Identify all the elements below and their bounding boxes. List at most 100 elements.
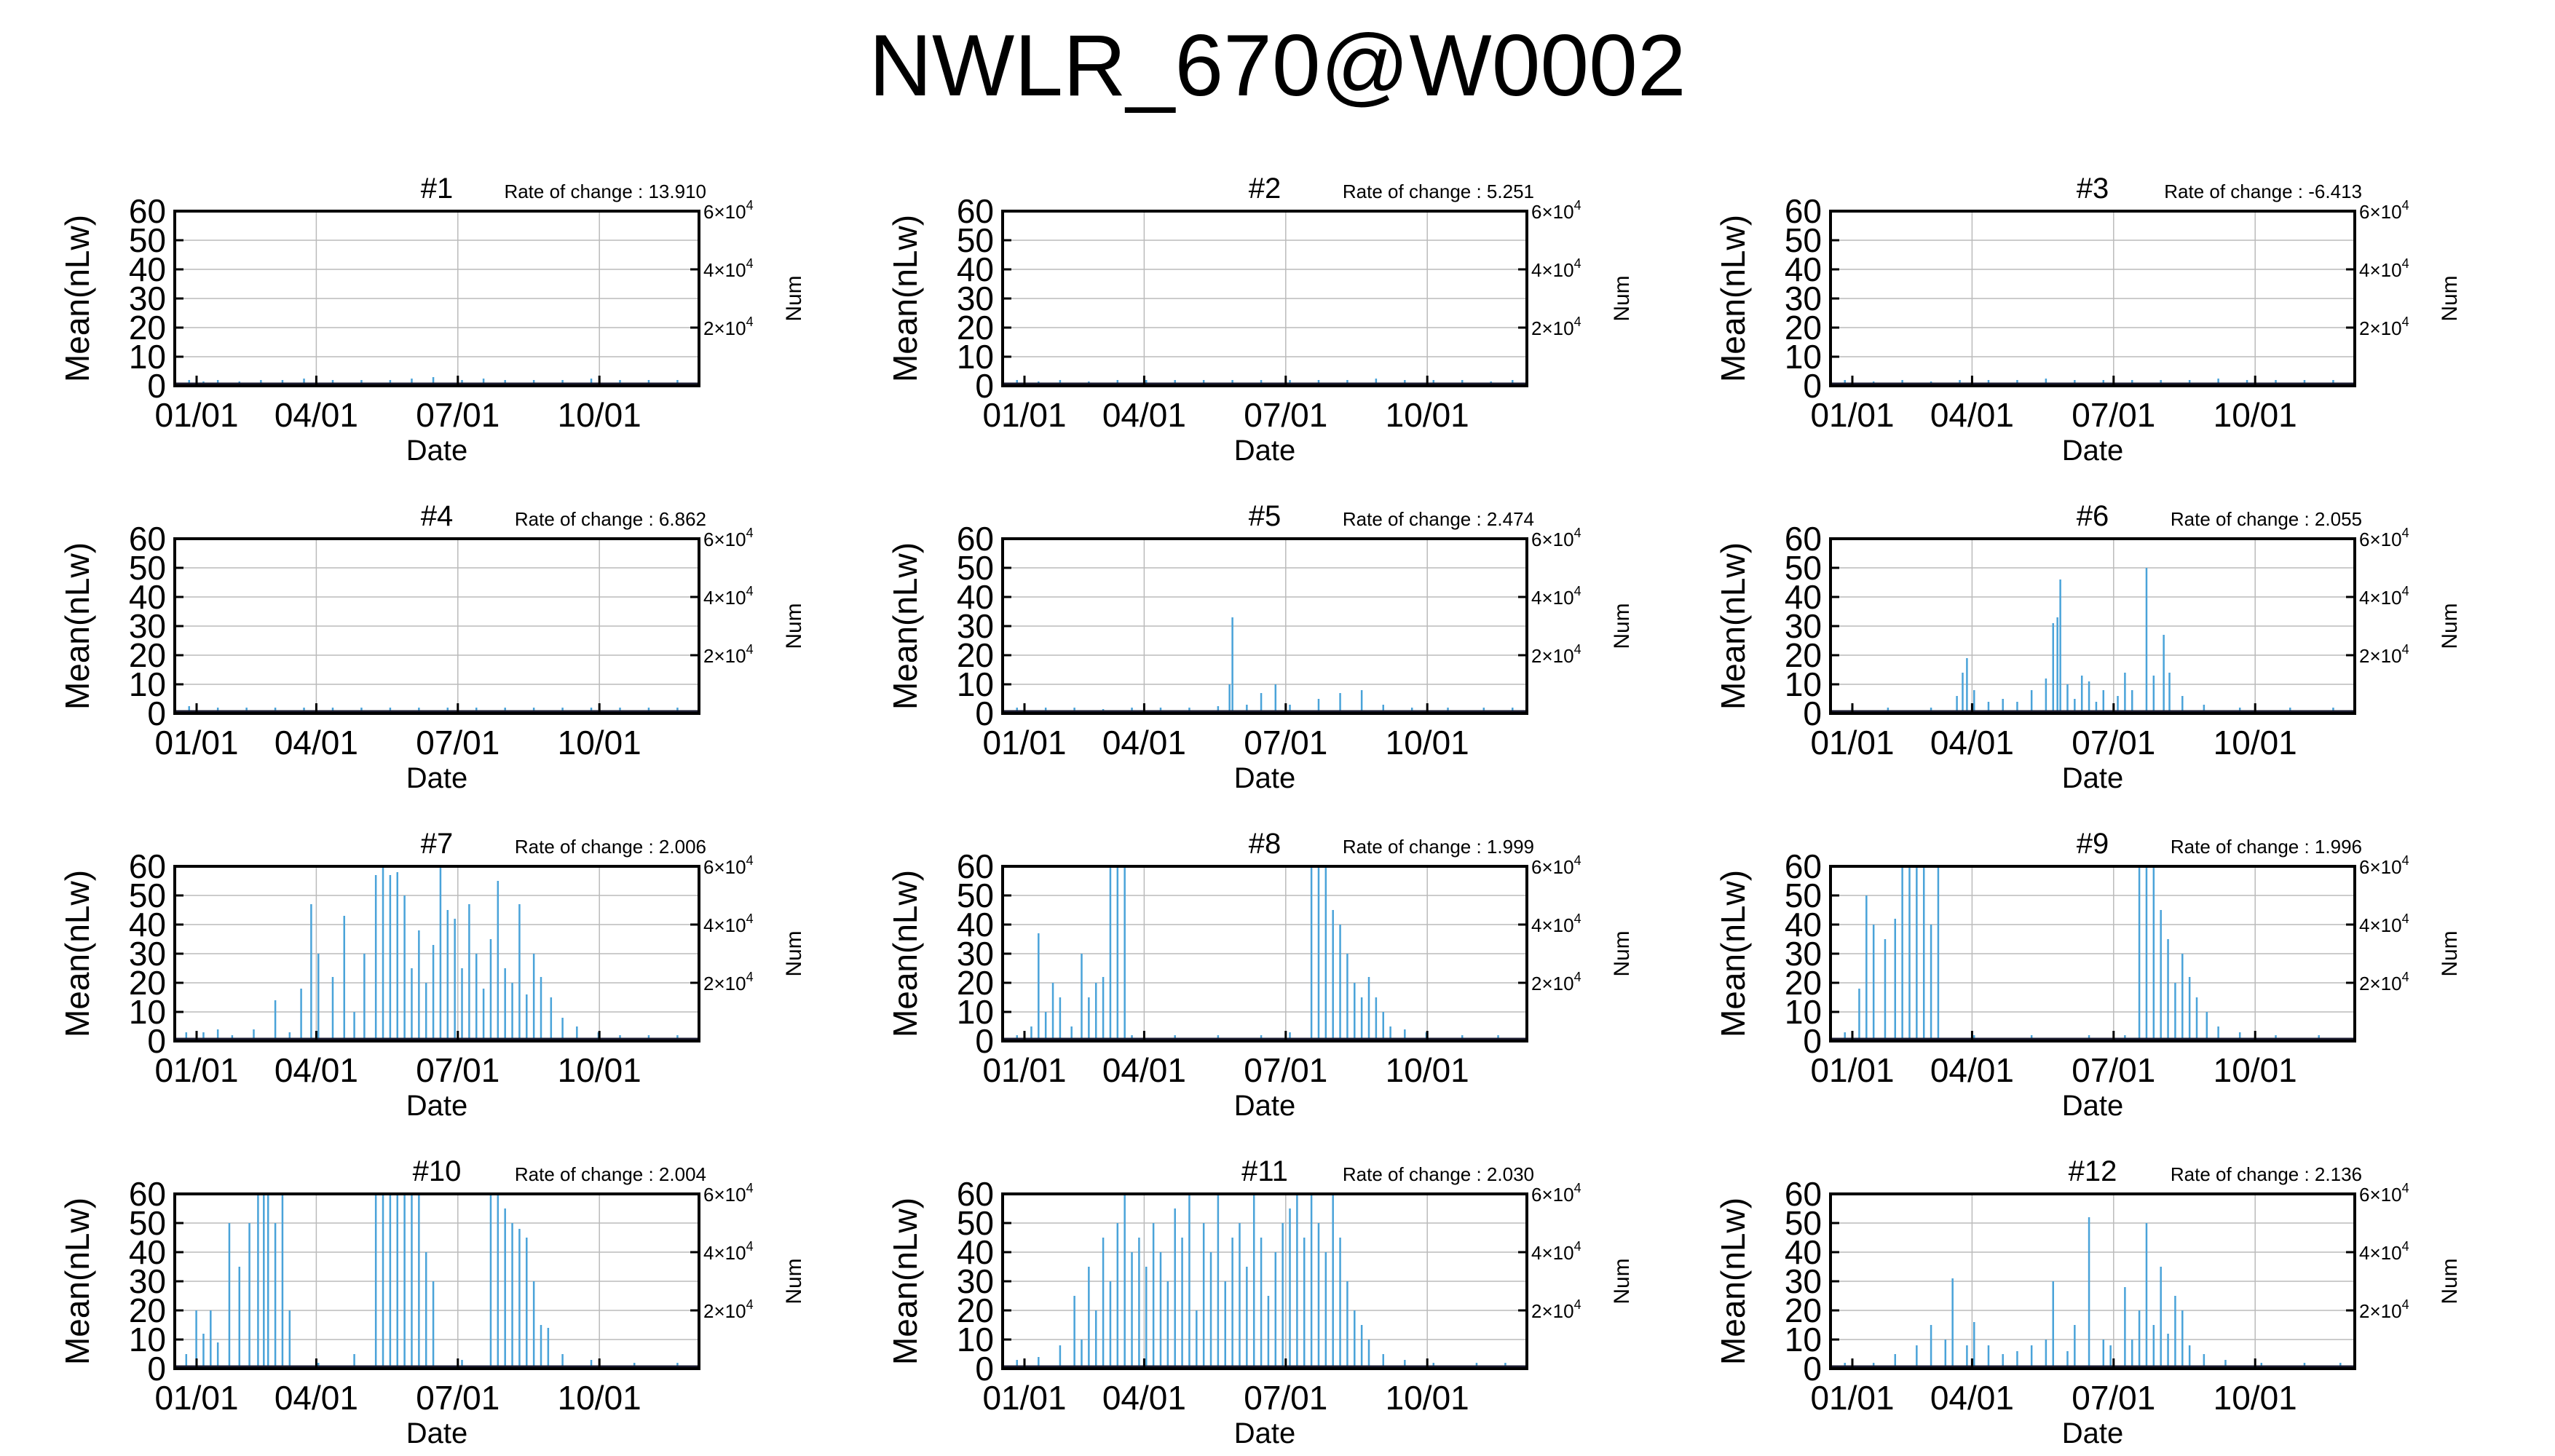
y-tick-label: 30 <box>129 607 166 645</box>
y2-tick-label: 2×104 <box>2359 970 2409 994</box>
y2-tick-label: 2×104 <box>2359 642 2409 667</box>
y-tick-label: 10 <box>129 338 166 376</box>
y-tick-label: 40 <box>1785 578 1822 616</box>
x-tick-label: 04/01 <box>1930 396 2014 434</box>
y-axis-label: Mean(nLw) <box>886 870 924 1037</box>
y2-tick-label: 4×104 <box>1531 1239 1581 1264</box>
y2-tick-label: 4×104 <box>1531 256 1581 281</box>
y2-tick-label: 2×104 <box>1531 970 1581 994</box>
y2-tick-exp: 4 <box>2402 1181 2409 1195</box>
y2-tick-base: 4×10 <box>703 1242 746 1264</box>
y2-tick-base: 6×10 <box>1531 201 1574 223</box>
rate-of-change: Rate of change : -6.413 <box>2164 181 2362 202</box>
y-tick-label: 20 <box>129 636 166 674</box>
y-tick-label: 40 <box>957 1233 994 1271</box>
y-tick-label: 10 <box>957 1321 994 1358</box>
y-tick-label: 0 <box>975 695 994 732</box>
y2-tick-exp: 4 <box>1574 911 1581 926</box>
x-tick-label: 04/01 <box>1102 724 1186 761</box>
rate-value: 2.006 <box>659 836 706 858</box>
panel-title: #10 <box>413 1155 462 1187</box>
y2-tick-exp: 4 <box>746 911 754 926</box>
x-tick-label: 04/01 <box>275 396 358 434</box>
x-tick-label: 04/01 <box>1102 1051 1186 1089</box>
y2-tick-exp: 4 <box>1574 1181 1581 1195</box>
rate-of-change: Rate of change : 1.996 <box>2171 836 2362 858</box>
x-axis-label: Date <box>1234 762 1296 794</box>
y-tick-label: 50 <box>129 1204 166 1242</box>
y2-tick-exp: 4 <box>1574 314 1581 329</box>
y-tick-label: 50 <box>957 1204 994 1242</box>
y2-tick-base: 6×10 <box>703 529 746 550</box>
x-tick-label: 01/01 <box>982 1051 1066 1089</box>
rate-of-change: Rate of change : 2.474 <box>1343 508 1534 530</box>
x-axis-label: Date <box>2062 435 2124 467</box>
y2-tick-base: 6×10 <box>2359 201 2402 223</box>
x-tick-label: 10/01 <box>558 1379 641 1417</box>
x-tick-label: 07/01 <box>416 724 499 761</box>
y-tick-label: 10 <box>1785 1321 1822 1358</box>
y2-tick-base: 4×10 <box>2359 914 2402 936</box>
y2-tick-exp: 4 <box>746 642 754 657</box>
y-tick-label: 30 <box>1785 280 1822 317</box>
y2-tick-label: 6×104 <box>703 1181 754 1206</box>
y2-tick-exp: 4 <box>2402 970 2409 984</box>
x-tick-label: 10/01 <box>2214 396 2297 434</box>
y2-tick-exp: 4 <box>746 256 754 271</box>
rate-of-change: Rate of change : 6.862 <box>515 508 706 530</box>
y-tick-label: 10 <box>129 1321 166 1358</box>
x-tick-label: 07/01 <box>2072 1379 2155 1417</box>
y2-tick-exp: 4 <box>2402 584 2409 598</box>
y2-axis-label: Num <box>2438 930 2462 976</box>
x-tick-label: 01/01 <box>154 1051 238 1089</box>
y2-tick-exp: 4 <box>2402 314 2409 329</box>
y-tick-label: 20 <box>1785 636 1822 674</box>
y-tick-label: 60 <box>957 1175 994 1213</box>
rate-value: 2.055 <box>2315 508 2362 530</box>
x-tick-label: 07/01 <box>416 1379 499 1417</box>
y2-tick-base: 4×10 <box>1531 1242 1574 1264</box>
panel-title: #6 <box>2077 500 2109 532</box>
y2-tick-label: 6×104 <box>1531 1181 1581 1206</box>
y-tick-label: 0 <box>147 1350 166 1388</box>
panel-title: #12 <box>2069 1155 2117 1187</box>
x-tick-label: 07/01 <box>2072 724 2155 761</box>
y-tick-label: 20 <box>129 309 166 347</box>
rate-value: 2.030 <box>1487 1163 1534 1185</box>
y2-tick-base: 2×10 <box>2359 973 2402 994</box>
y2-tick-label: 4×104 <box>703 1239 754 1264</box>
x-tick-label: 07/01 <box>2072 396 2155 434</box>
y2-tick-exp: 4 <box>2402 1239 2409 1254</box>
y2-tick-base: 2×10 <box>2359 1300 2402 1322</box>
y2-tick-label: 6×104 <box>703 853 754 878</box>
x-tick-label: 10/01 <box>558 396 641 434</box>
y-tick-label: 60 <box>957 847 994 885</box>
panel-title: #4 <box>421 500 454 532</box>
y2-tick-base: 6×10 <box>1531 856 1574 878</box>
x-tick-label: 04/01 <box>275 1051 358 1089</box>
y2-tick-exp: 4 <box>2402 1297 2409 1312</box>
y2-tick-base: 6×10 <box>2359 1184 2402 1206</box>
y-axis-label: Mean(nLw) <box>886 1198 924 1365</box>
y2-axis-label: Num <box>2438 1258 2462 1304</box>
y2-tick-exp: 4 <box>1574 853 1581 868</box>
x-axis-label: Date <box>2062 762 2124 794</box>
y2-axis-label: Num <box>1610 275 1634 321</box>
y2-tick-base: 4×10 <box>703 914 746 936</box>
x-tick-label: 10/01 <box>1386 1051 1469 1089</box>
panel-title: #7 <box>421 828 454 860</box>
y2-axis-label: Num <box>782 275 806 321</box>
y-tick-label: 40 <box>1785 1233 1822 1271</box>
x-tick-label: 07/01 <box>1244 1379 1327 1417</box>
y2-tick-exp: 4 <box>2402 642 2409 657</box>
y-tick-label: 30 <box>957 1262 994 1300</box>
y-tick-label: 60 <box>129 1175 166 1213</box>
y2-axis-label: Num <box>782 1258 806 1304</box>
y2-axis-label: Num <box>782 930 806 976</box>
x-tick-label: 10/01 <box>2214 724 2297 761</box>
x-tick-label: 10/01 <box>1386 396 1469 434</box>
y-tick-label: 40 <box>129 250 166 288</box>
y2-tick-exp: 4 <box>2402 256 2409 271</box>
